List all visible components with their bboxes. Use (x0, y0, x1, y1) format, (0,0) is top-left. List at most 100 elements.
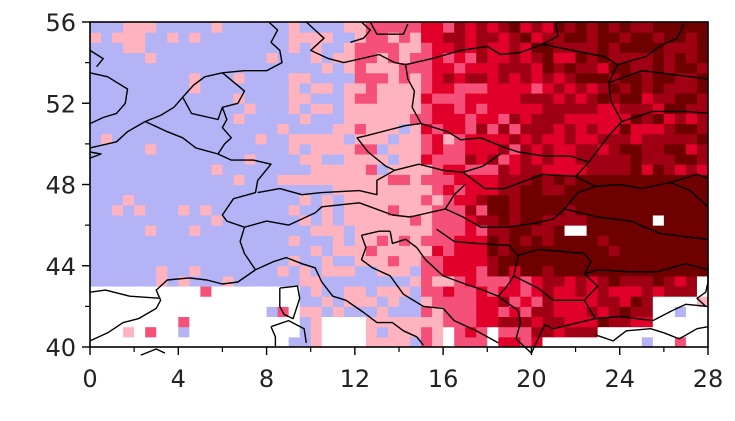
heatmap-cell (222, 52, 234, 64)
heatmap-cell (112, 225, 124, 236)
heatmap-cell (90, 235, 102, 246)
heatmap-cell (167, 204, 179, 216)
heatmap-cell (233, 255, 245, 267)
heatmap-cell (134, 133, 146, 145)
heatmap-cell (255, 326, 268, 338)
heatmap-cell (288, 204, 301, 216)
heatmap-cell (189, 336, 201, 348)
heatmap-cell (123, 154, 135, 165)
heatmap-cell (696, 164, 709, 175)
heatmap-cell (321, 204, 334, 216)
heatmap-cell (498, 306, 510, 318)
heatmap-cell (509, 164, 521, 175)
heatmap-cell (189, 22, 201, 33)
heatmap-cell (321, 326, 334, 338)
coastline-segment (89, 49, 104, 68)
heatmap-cell (542, 286, 554, 297)
heatmap-cell (321, 143, 334, 155)
heatmap-cell (200, 62, 212, 74)
heatmap-cell (487, 265, 499, 277)
heatmap-cell (443, 235, 455, 246)
heatmap-cell (520, 184, 532, 196)
heatmap-cell (178, 174, 190, 185)
heatmap-cell (454, 336, 466, 348)
heatmap-cell (200, 286, 212, 297)
heatmap-cell (663, 42, 676, 53)
heatmap-cell (520, 316, 532, 328)
heatmap-cell (365, 42, 378, 53)
heatmap-cell (222, 204, 234, 216)
heatmap-cell (652, 123, 665, 135)
heatmap-cell (465, 225, 477, 236)
heatmap-cell (443, 214, 455, 226)
heatmap-cell (421, 32, 433, 43)
heatmap-cell (134, 123, 146, 135)
heatmap-cell (443, 245, 455, 257)
heatmap-cell (255, 265, 268, 277)
heatmap-cell (233, 316, 245, 328)
heatmap-cell (564, 245, 577, 257)
heatmap-cell (123, 22, 135, 33)
heatmap-cell (454, 113, 466, 125)
heatmap-cell (189, 93, 201, 104)
heatmap-cell (167, 316, 179, 328)
heatmap-cell (211, 62, 223, 74)
heatmap-cell (178, 255, 190, 267)
heatmap-cell (509, 174, 521, 185)
heatmap-cell (288, 326, 301, 338)
heatmap-cell (542, 235, 554, 246)
heatmap-cell (167, 93, 179, 104)
heatmap-cell (134, 103, 146, 114)
heatmap-cell (531, 164, 543, 175)
heatmap-cell (387, 184, 400, 196)
heatmap-cell (399, 245, 411, 257)
heatmap-cell (299, 286, 312, 297)
heatmap-cell (487, 336, 499, 348)
heatmap-cell (597, 286, 610, 297)
heatmap-cell (586, 113, 599, 125)
heatmap-cell (542, 194, 554, 206)
heatmap-cell (90, 316, 102, 328)
heatmap-cell (553, 214, 566, 226)
heatmap-cell (575, 194, 588, 206)
heatmap-cell (101, 52, 113, 64)
heatmap-cell (564, 82, 577, 94)
heatmap-cell (531, 93, 543, 104)
heatmap-cell (542, 255, 554, 267)
heatmap-cell (376, 245, 389, 257)
heatmap-cell (476, 123, 488, 135)
heatmap-cell (178, 164, 190, 175)
heatmap-cell (685, 82, 698, 94)
heatmap-cell (542, 62, 554, 74)
heatmap-cell (365, 72, 378, 84)
heatmap-cell (134, 336, 146, 348)
heatmap-cell (387, 42, 400, 53)
heatmap-cell (167, 32, 179, 43)
heatmap-cell (387, 154, 400, 165)
heatmap-cell (233, 42, 245, 53)
heatmap-cell (178, 204, 190, 216)
coastlines (89, 21, 709, 356)
heatmap-cell (343, 286, 356, 297)
heatmap-cell (564, 103, 577, 114)
heatmap-cell (178, 42, 190, 53)
heatmap-cell (663, 93, 676, 104)
heatmap-cell (641, 103, 654, 114)
heatmap-cell (332, 184, 345, 196)
heatmap-cell (332, 316, 345, 328)
heatmap-cell (233, 113, 245, 125)
heatmap-cell (608, 42, 621, 53)
heatmap-cell (277, 52, 290, 64)
heatmap-cell (332, 275, 345, 287)
heatmap-cell (487, 123, 499, 135)
heatmap-cell (233, 164, 245, 175)
heatmap-cell (376, 235, 389, 246)
heatmap-cell (90, 245, 102, 257)
heatmap-cell (266, 93, 279, 104)
heatmap-cell (630, 103, 643, 114)
heatmap-cell (586, 72, 599, 84)
heatmap-cell (608, 306, 621, 318)
heatmap-cell (465, 103, 477, 114)
heatmap-cell (454, 296, 466, 307)
heatmap-cell (277, 133, 290, 145)
